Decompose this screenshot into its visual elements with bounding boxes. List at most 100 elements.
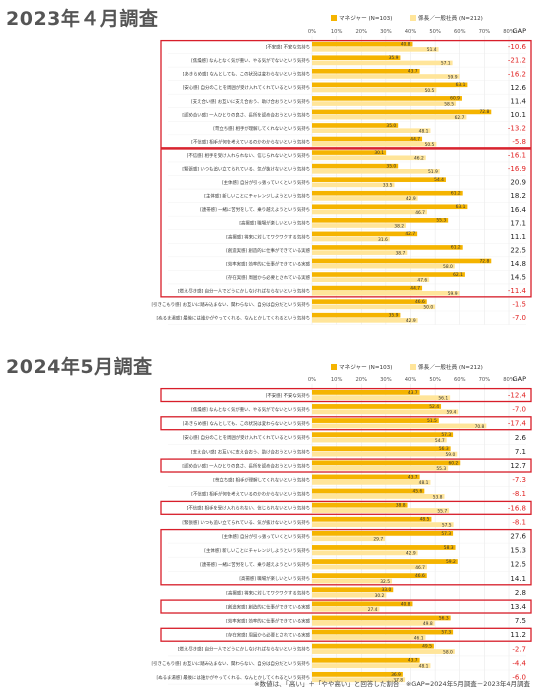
value-label-manager: 63.1 [456,82,466,88]
bar-manager [312,516,432,522]
category-label: [ぬるま湯感] 最後には誰かがやってくれる、なんとかしてくれるという気持ち [157,315,311,322]
bar-manager [312,299,427,304]
gap-value: 16.4 [510,206,526,214]
bar-staff [312,263,455,269]
bar-staff [312,318,418,323]
bar-manager [312,245,463,250]
value-label-staff: 46.1 [414,635,424,641]
bar-staff [312,522,454,528]
gap-value: 12.7 [510,462,526,470]
x-tick-label: 80% [503,377,515,383]
category-label: [連帯感] 一緒に苦労をして、乗り越えようという気持ち [200,206,310,213]
value-label-staff: 53.8 [433,494,443,500]
value-label-manager: 46.6 [415,299,425,305]
value-label-manager: 35.0 [386,163,396,169]
value-label-manager: 43.7 [408,69,418,75]
chart-title-2023: 2023年４月調査 [6,8,159,30]
gap-value: 18.2 [510,192,526,200]
value-label-staff: 46.2 [414,156,424,162]
bar-staff [312,437,447,443]
gap-value: -16.2 [508,70,526,78]
value-label-staff: 50.0 [423,305,433,311]
category-label: [あきらめ感] なんとしても、この状況は変わらないという気持ち [183,71,310,78]
category-label: [創造実感] 創造的に仕事ができている実感 [226,247,310,254]
gap-value: -11.4 [508,287,527,295]
x-tick-label: 0% [308,29,316,35]
category-label: [高揚感] 将来に対してワクワクする気持ち [226,589,310,596]
bar-manager [312,615,451,621]
bar-staff [312,141,437,147]
category-label: [連帯感] 一緒に苦労をして、乗り越えようという気持ち [200,561,310,568]
value-label-staff: 46.7 [415,565,425,571]
legend-label-staff: 係長／一般社員 (N=212) [418,14,483,22]
value-label-manager: 59.2 [446,559,456,565]
bar-manager [312,404,442,409]
value-label-staff: 38.7 [396,250,406,256]
bar-manager [312,204,468,210]
gap-value: -7.0 [512,314,526,322]
highlight-box [160,528,532,586]
value-label-manager: 35.9 [389,312,399,318]
value-label-staff: 51.9 [428,169,438,175]
category-label: [ぬるま湯感] 最後には誰かがやってくれる、なんとかしてくれるという気持ち [157,674,311,681]
highlight-box [160,500,532,515]
bar-manager [312,272,465,277]
x-tick-label: 60% [454,377,466,383]
value-label-manager: 57.3 [441,629,451,635]
chart-2023: マネジャー (N=103) 係長／一般社員 (N=212) 0% 10% 20% 30% 4… [152,14,532,325]
legend-label-manager: マネジャー (N=103) [339,15,392,22]
gap-value: 7.5 [515,617,526,625]
gap-value: -16.1 [508,152,526,160]
bar-staff [312,409,459,415]
gap-value: -7.3 [512,476,526,484]
value-label-staff: 70.8 [475,424,485,430]
value-label-manager: 42.7 [405,231,415,237]
value-label-manager: 56.3 [439,446,449,452]
bar-manager [312,68,420,74]
bar-manager [312,446,451,452]
gap-value: -12.4 [508,391,527,399]
highlight-box [160,599,532,614]
bar-staff [312,635,426,640]
bar-staff [312,494,445,499]
gap-value: 11.2 [510,631,526,639]
value-label-staff: 42.9 [406,318,416,324]
gap-value: 2.8 [515,589,526,597]
bar-staff [312,250,408,255]
bar-manager [312,657,420,663]
category-label: [燃え尽き感] 自分一人でどうにかしなければならないという気持ち [178,646,310,653]
x-tick-label: 60% [454,29,466,35]
bar-manager [312,671,403,677]
bar-staff [312,182,395,188]
value-label-manager: 60.9 [450,96,460,102]
value-label-manager: 35.9 [389,55,399,61]
bar-manager [312,573,427,579]
bar-staff [312,564,427,570]
bar-staff [312,128,431,133]
bar-staff [312,606,380,612]
value-label-staff: 50.5 [425,142,435,148]
value-label-manager: 49.5 [422,644,432,650]
bar-manager [312,55,401,61]
bar-staff [312,101,457,106]
bar-manager [312,285,423,291]
gap-value: 12.6 [510,84,526,92]
category-label: [安心感] 自分のことを周囲が受け入れてくれているという気持ち [183,84,310,91]
legend-swatch-manager [331,15,337,21]
gap-value: 13.4 [510,603,526,611]
bar-manager [312,643,434,649]
x-tick-label: 30% [380,29,392,35]
value-label-staff: 62.7 [455,115,465,121]
value-label-manager: 44.7 [410,136,420,142]
value-label-staff: 54.7 [435,438,445,444]
bar-staff [312,395,451,401]
value-label-manager: 60.2 [448,460,458,466]
value-label-staff: 30.2 [375,593,385,599]
bar-staff [312,290,460,296]
bar-manager [312,474,420,480]
legend-swatch-staff [410,364,416,370]
x-tick-label: 80% [503,29,515,35]
value-label-manager: 43.7 [408,658,418,664]
bar-manager [312,418,439,423]
gap-value: 7.1 [515,448,526,456]
